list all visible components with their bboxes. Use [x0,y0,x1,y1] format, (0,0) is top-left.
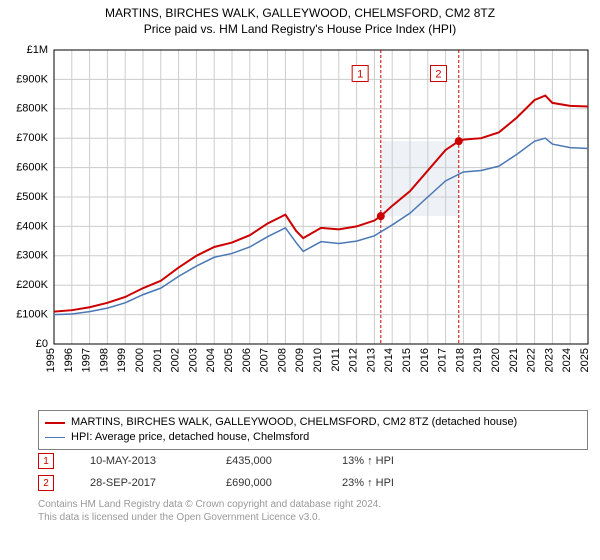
x-tick-label: 2003 [187,348,199,372]
annotation-row: 2 28-SEP-2017 £690,000 23% ↑ HPI [38,472,394,494]
x-tick-label: 1998 [98,348,110,372]
x-tick-label: 2007 [259,348,271,372]
marker-dot [377,212,385,220]
annotation-date: 28-SEP-2017 [90,477,190,489]
x-tick-label: 1996 [63,348,75,372]
x-tick-label: 2013 [365,348,377,372]
footer-text: Contains HM Land Registry data © Crown c… [38,498,381,524]
marker-label: 2 [435,68,441,80]
legend-box: MARTINS, BIRCHES WALK, GALLEYWOOD, CHELM… [38,410,588,450]
x-tick-label: 2006 [241,348,253,372]
y-tick-label: £300K [16,250,48,262]
annotation-price: £690,000 [226,477,306,489]
footer-line-1: Contains HM Land Registry data © Crown c… [38,498,381,511]
x-tick-label: 2023 [543,348,555,372]
chart-area: £0£100K£200K£300K£400K£500K£600K£700K£80… [8,44,592,404]
x-tick-label: 2024 [561,348,573,372]
x-tick-label: 1995 [45,348,57,372]
x-tick-label: 2010 [312,348,324,372]
x-tick-label: 1997 [81,348,93,372]
legend-label: MARTINS, BIRCHES WALK, GALLEYWOOD, CHELM… [71,415,517,430]
x-tick-label: 2018 [454,348,466,372]
y-tick-label: £600K [16,162,48,174]
y-tick-label: £800K [16,103,48,115]
x-tick-label: 2015 [401,348,413,372]
y-tick-label: £1M [27,44,48,56]
x-tick-label: 2005 [223,348,235,372]
x-tick-label: 2021 [508,348,520,372]
x-tick-label: 2012 [348,348,360,372]
x-tick-label: 2011 [330,348,342,372]
annotation-pct: 13% ↑ HPI [342,455,394,467]
legend-label: HPI: Average price, detached house, Chel… [71,430,309,445]
legend-swatch [45,422,65,424]
legend-row: MARTINS, BIRCHES WALK, GALLEYWOOD, CHELM… [45,415,581,430]
x-tick-label: 2000 [134,348,146,372]
x-tick-label: 2004 [205,348,217,372]
y-tick-label: £500K [16,191,48,203]
x-tick-label: 2002 [170,348,182,372]
x-tick-label: 2017 [437,348,449,372]
x-tick-label: 2014 [383,348,395,372]
annotation-marker: 1 [38,453,54,469]
y-tick-label: £900K [16,73,48,85]
legend-row: HPI: Average price, detached house, Chel… [45,430,581,445]
annotation-table: 1 10-MAY-2013 £435,000 13% ↑ HPI 2 28-SEP-201… [38,450,394,494]
footer-line-2: This data is licensed under the Open Gov… [38,511,381,524]
y-tick-label: £100K [16,309,48,321]
x-tick-label: 2019 [472,348,484,372]
x-tick-label: 2001 [152,348,164,372]
annotation-row: 1 10-MAY-2013 £435,000 13% ↑ HPI [38,450,394,472]
marker-label: 1 [357,68,363,80]
y-tick-label: £700K [16,132,48,144]
annotation-date: 10-MAY-2013 [90,455,190,467]
marker-dot [455,137,463,145]
y-tick-label: £200K [16,279,48,291]
legend-swatch [45,437,65,438]
annotation-pct: 23% ↑ HPI [342,477,394,489]
title-line-2: Price paid vs. HM Land Registry's House … [0,22,600,36]
x-tick-label: 2016 [419,348,431,372]
y-tick-label: £400K [16,220,48,232]
x-tick-label: 2020 [490,348,502,372]
x-tick-label: 2008 [276,348,288,372]
x-tick-label: 2022 [526,348,538,372]
title-line-1: MARTINS, BIRCHES WALK, GALLEYWOOD, CHELM… [0,6,600,20]
chart-svg: £0£100K£200K£300K£400K£500K£600K£700K£80… [8,44,592,404]
annotation-marker: 2 [38,475,54,491]
x-tick-label: 1999 [116,348,128,372]
chart-titles: MARTINS, BIRCHES WALK, GALLEYWOOD, CHELM… [0,0,600,36]
x-tick-label: 2009 [294,348,306,372]
x-tick-label: 2025 [579,348,591,372]
annotation-price: £435,000 [226,455,306,467]
